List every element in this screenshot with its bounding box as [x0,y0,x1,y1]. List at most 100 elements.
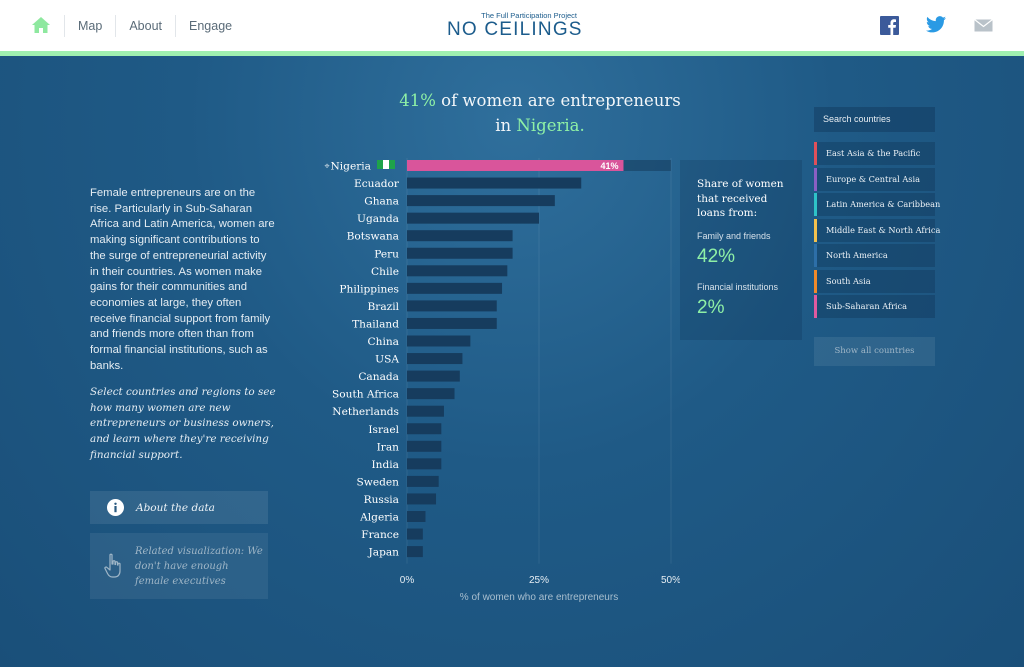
region-label: North America [826,250,888,260]
region-middle-east-north-africa[interactable]: Middle East & North Africa [814,218,940,242]
email-icon[interactable] [974,19,993,32]
category-label: Israel [368,424,399,436]
bar [407,353,463,365]
category-label: Botswana [347,231,400,243]
bar-data-label: 41% [600,161,618,171]
twitter-icon[interactable] [926,16,946,33]
region-color-swatch [814,193,817,216]
family-friends-label: Family and friends [697,231,771,241]
header: Map About Engage The Full Participation … [0,0,1024,51]
home-icon[interactable] [31,16,51,34]
region-label: Middle East & North Africa [826,224,941,235]
loan-panel-title: Share of women that received loans from: [697,178,784,219]
header-stripe [0,51,1024,56]
category-label: Nigeria [331,161,372,173]
logo-subtitle: The Full Participation Project [481,11,577,20]
category-label: USA [375,354,399,366]
category-label: France [361,529,399,541]
region-label: South Asia [826,275,871,286]
about-data-label: About the data [136,501,215,514]
x-axis-label: % of women who are entrepreneurs [460,592,618,603]
region-color-swatch [814,269,817,293]
bar [407,265,508,277]
category-label: Ecuador [354,178,400,190]
category-label: Philippines [339,283,399,295]
logo-title: NO CEILINGS [447,19,583,40]
bar [407,440,442,452]
bar [407,511,426,522]
bar [407,528,423,540]
category-label: Russia [364,494,400,506]
show-all-countries-button[interactable]: Show all countries [814,337,935,366]
category-label: Canada [358,371,399,383]
logo[interactable]: The Full Participation Project NO CEILIN… [447,8,581,44]
bar [407,177,582,189]
related-visualization-label: Related visualization: We don't have eno… [135,546,263,587]
bar [407,458,442,470]
instruction-text: Select countries and regions to see how … [90,386,276,461]
region-label: Latin America & Caribbean [826,199,941,209]
x-tick-label: 0% [400,575,415,586]
bar [407,493,437,505]
region-east-asia-pacific[interactable]: East Asia & the Pacific [814,142,935,165]
category-label: Netherlands [332,406,399,418]
bar [407,160,624,171]
region-label: East Asia & the Pacific [826,148,921,158]
related-visualization-link[interactable]: Related visualization: We don't have eno… [90,533,268,599]
nav-item-engage[interactable]: Engage [175,14,245,37]
region-filter-list: East Asia & the Pacific Europe & Central… [814,142,940,321]
about-data-button[interactable]: About the data [90,491,268,524]
bar [407,546,423,558]
search-countries-input[interactable]: Search countries [814,107,935,132]
region-south-asia[interactable]: South Asia [814,269,935,293]
nav-item-about[interactable]: About [115,14,175,37]
region-north-america[interactable]: North America [814,244,935,267]
headline: 41% of women are entrepreneurs in Nigeri… [300,88,780,138]
region-color-swatch [814,218,817,242]
category-label: Iran [377,441,400,453]
headline-in: in [495,116,517,135]
category-label: Chile [371,266,399,278]
bar-chart: 0% 25% 50% % of women who are entrepreneurs… [324,158,680,603]
category-label: Thailand [352,318,399,330]
region-color-swatch [814,295,817,318]
category-label: Japan [368,547,400,559]
family-friends-value: 42% [697,246,736,267]
info-icon [107,499,124,516]
flag-stripe [389,160,395,169]
nav-item-map[interactable]: Map [64,14,115,37]
flag-stripe [383,160,389,169]
category-label: Ghana [364,196,399,208]
region-sub-saharan-africa[interactable]: Sub-Saharan Africa [814,295,935,318]
category-label: Peru [374,248,399,260]
region-color-swatch [814,244,817,267]
x-tick-label: 25% [529,575,549,586]
category-label: India [372,459,400,471]
headline-percent: 41% [399,91,436,110]
financial-institutions-label: Financial institutions [697,282,779,292]
bar [407,247,513,259]
category-label: Uganda [357,213,400,225]
main-nav: Map About Engage [64,0,245,51]
bar [407,300,497,312]
bar [407,230,513,242]
headline-country: Nigeria. [516,116,585,135]
region-color-swatch [814,167,817,191]
financial-institutions-value: 2% [697,297,725,318]
region-label: Sub-Saharan Africa [826,301,908,311]
bar [407,212,539,224]
x-tick-label: 50% [661,575,680,586]
bar [407,195,555,207]
region-europe-central-asia[interactable]: Europe & Central Asia [814,167,935,191]
bar [407,282,503,294]
flag-stripe [377,160,383,169]
bar [407,335,471,347]
category-label: Sweden [357,476,400,488]
region-latin-america-caribbean[interactable]: Latin America & Caribbean [814,193,940,216]
category-label: Algeria [359,512,400,524]
bar [407,475,439,487]
facebook-icon[interactable] [880,16,899,35]
bar [407,370,460,382]
bar [407,423,442,435]
pointing-hand-icon [104,553,121,578]
